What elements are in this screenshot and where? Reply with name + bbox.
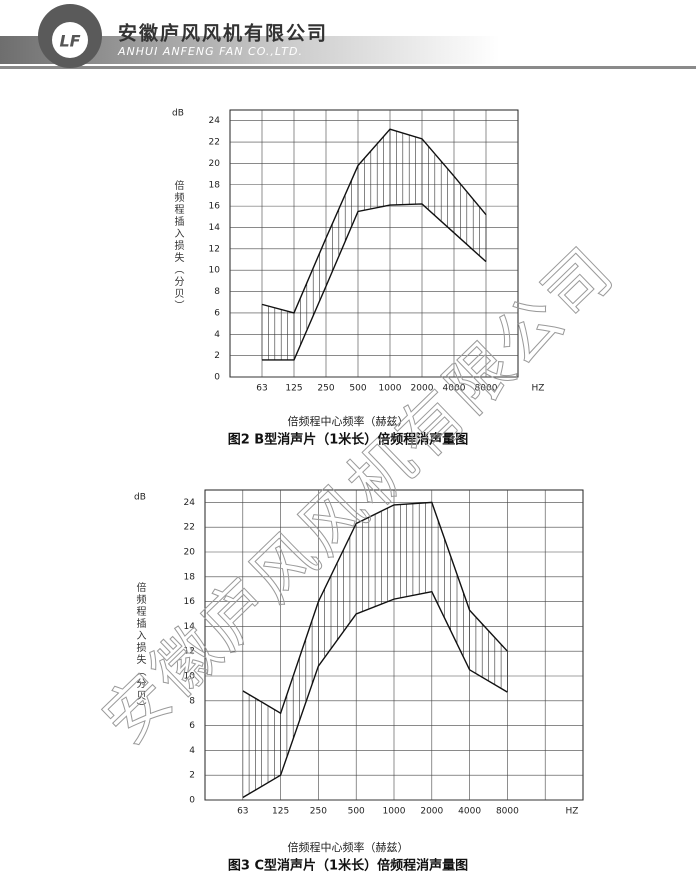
- y-tick-label: 14: [209, 223, 221, 233]
- y-tick-label: 16: [184, 597, 196, 607]
- x-tick-label: 125: [285, 384, 302, 394]
- y-axis-label: 倍频程插入损失（分贝）: [134, 581, 146, 714]
- company-cn: 安徽庐风风机有限公司: [118, 22, 328, 45]
- caption: 图2 B型消声片（1米长）倍频程消声量图: [228, 432, 469, 448]
- y-tick-label: 20: [184, 548, 196, 558]
- logo-inner: [52, 22, 88, 58]
- y-tick-label: 12: [209, 244, 220, 254]
- y-tick-label: 6: [214, 308, 220, 318]
- x-tick-label: 250: [310, 807, 327, 817]
- watermark: 安徽庐风风机有限公司: [89, 233, 630, 759]
- x-tick-label: 2000: [411, 384, 434, 394]
- series-line: [242, 590, 508, 799]
- y-tick-label: 0: [214, 373, 220, 383]
- y-tick-label: 18: [184, 572, 196, 582]
- y-unit: dB: [172, 109, 184, 119]
- y-tick-label: 14: [184, 622, 196, 632]
- x-tick-label: 250: [317, 384, 334, 394]
- x-tick-label: 8000: [475, 384, 498, 394]
- y-tick-label: 22: [209, 138, 220, 148]
- series-line: [261, 128, 487, 314]
- y-tick-label: 18: [209, 180, 221, 190]
- y-tick-label: 8: [214, 287, 220, 297]
- header-rule: [0, 66, 696, 69]
- y-tick-label: 2: [214, 351, 220, 361]
- x-axis-label: 倍频程中心频率（赫兹）: [288, 840, 409, 854]
- y-tick-label: 4: [214, 330, 220, 340]
- y-tick-label: 16: [209, 202, 221, 212]
- x-tick-label: 2000: [420, 807, 443, 817]
- y-tick-label: 8: [189, 696, 195, 706]
- x-tick-label: 63: [256, 384, 267, 394]
- x-tick-label: 4000: [458, 807, 481, 817]
- series-line: [262, 203, 487, 361]
- x-axis-label: 倍频程中心频率（赫兹）: [288, 414, 409, 428]
- y-tick-label: 20: [209, 159, 221, 169]
- x-tick-label: 63: [237, 807, 248, 817]
- series-line: [242, 501, 508, 715]
- y-unit: dB: [134, 493, 146, 503]
- y-tick-label: 24: [184, 498, 196, 508]
- x-tick-label: 8000: [496, 807, 519, 817]
- x-unit: HZ: [566, 807, 579, 817]
- y-tick-label: 0: [189, 796, 195, 806]
- x-tick-label: 1000: [379, 384, 402, 394]
- y-tick-label: 6: [189, 721, 195, 731]
- y-tick-label: 4: [189, 746, 195, 756]
- x-tick-label: 1000: [383, 807, 406, 817]
- company-en: ANHUI ANFENG FAN CO.,LTD.: [117, 45, 303, 58]
- header: LF 安徽庐风风机有限公司 ANHUI ANFENG FAN CO.,LTD.: [0, 0, 696, 69]
- y-tick-label: 24: [209, 116, 221, 126]
- y-tick-label: 10: [209, 266, 221, 276]
- caption: 图3 C型消声片（1米长）倍频程消声量图: [228, 858, 468, 874]
- x-tick-label: 4000: [443, 384, 466, 394]
- x-tick-label: 500: [349, 384, 366, 394]
- x-tick-label: 500: [348, 807, 365, 817]
- y-tick-label: 12: [184, 647, 195, 657]
- y-tick-label: 10: [184, 672, 196, 682]
- y-tick-label: 22: [184, 523, 195, 533]
- y-tick-label: 2: [189, 771, 195, 781]
- logo-text: LF: [59, 32, 80, 51]
- y-axis-label: 倍频程插入损失（分贝）: [172, 179, 184, 312]
- x-tick-label: 125: [272, 807, 289, 817]
- x-unit: HZ: [532, 384, 545, 394]
- header-top: [0, 0, 696, 28]
